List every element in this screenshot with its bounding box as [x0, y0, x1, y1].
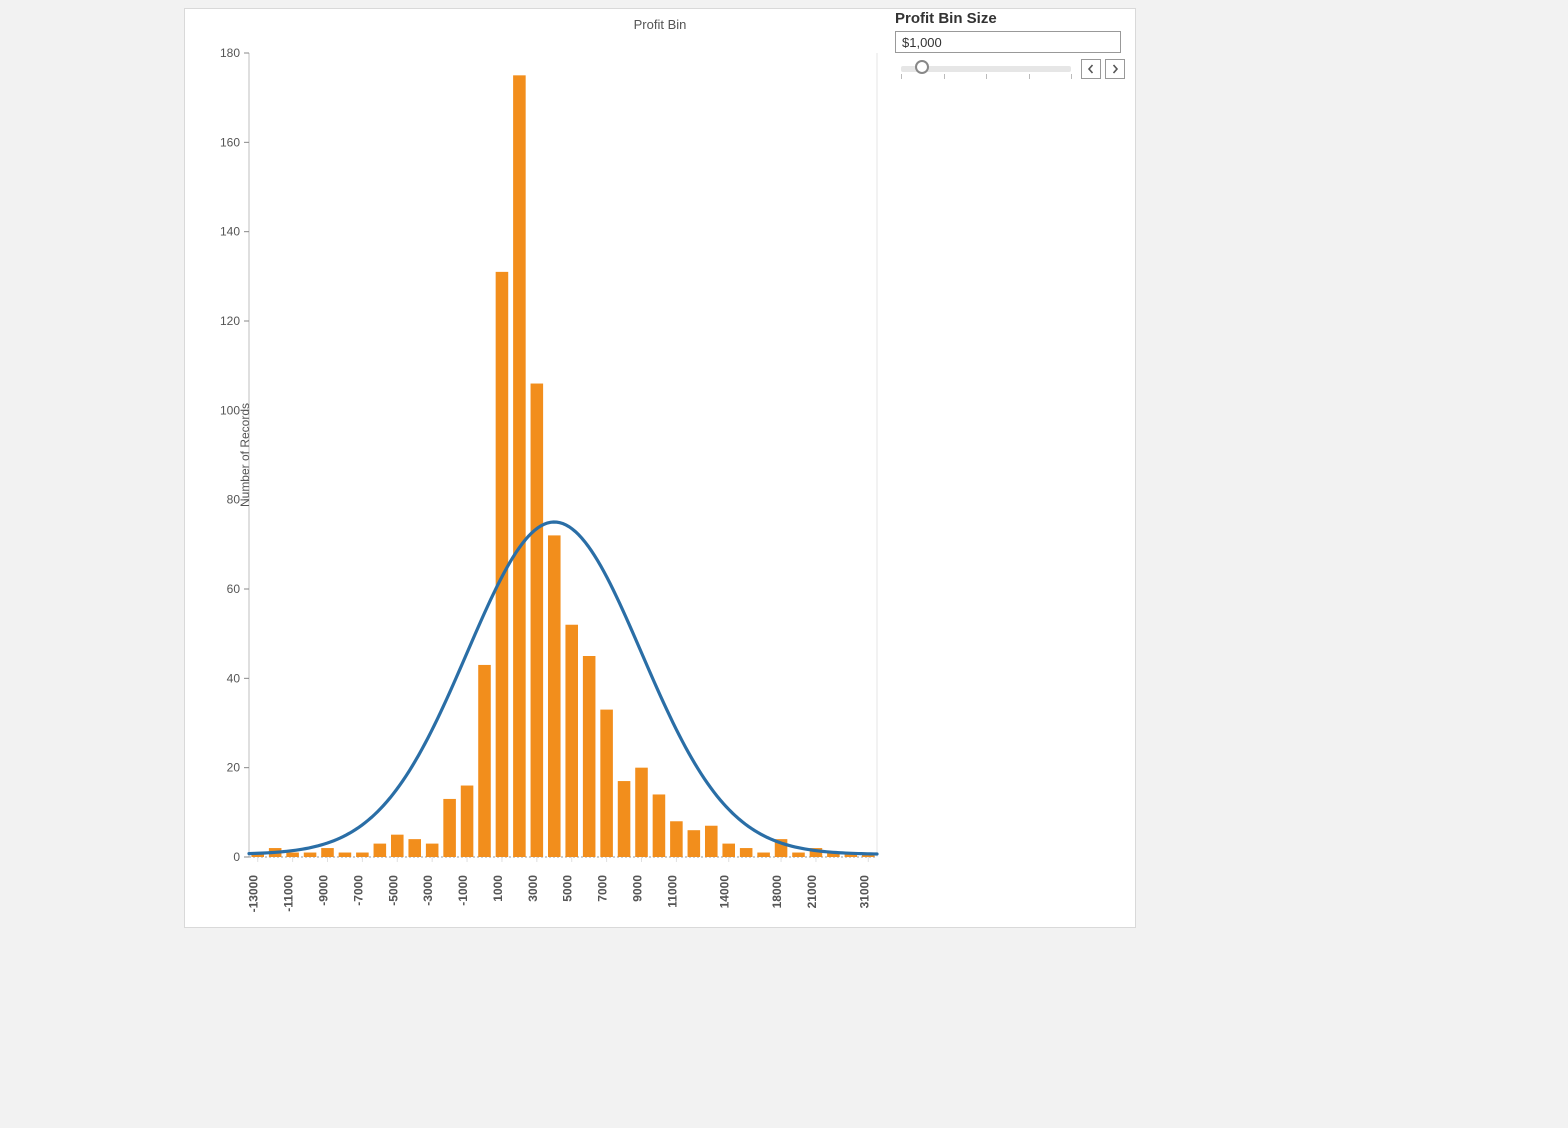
svg-text:20: 20: [227, 761, 241, 775]
svg-text:180: 180: [220, 46, 240, 60]
svg-text:120: 120: [220, 314, 240, 328]
svg-text:31000: 31000: [857, 875, 871, 909]
slider-next-button[interactable]: [1105, 59, 1125, 79]
svg-text:-11000: -11000: [282, 875, 296, 912]
svg-text:-7000: -7000: [351, 875, 365, 906]
svg-text:14000: 14000: [718, 875, 732, 909]
chevron-left-icon: [1086, 64, 1096, 74]
bin-size-slider[interactable]: [895, 60, 1077, 78]
slider-prev-button[interactable]: [1081, 59, 1101, 79]
controls-column: Profit Bin Size: [895, 10, 1125, 79]
histogram-svg: 020406080100120140160180-13000-11000-900…: [245, 49, 881, 861]
svg-text:3000: 3000: [526, 875, 540, 902]
svg-text:40: 40: [227, 671, 241, 685]
bin-size-input[interactable]: [895, 31, 1121, 53]
svg-text:18000: 18000: [770, 875, 784, 909]
slider-row: [895, 59, 1125, 79]
svg-text:11000: 11000: [665, 875, 679, 908]
svg-text:160: 160: [220, 135, 240, 149]
svg-text:7000: 7000: [596, 875, 610, 902]
stage: Profit Bin Number of Records 02040608010…: [0, 0, 1568, 1128]
svg-text:0: 0: [233, 850, 240, 864]
svg-text:140: 140: [220, 225, 240, 239]
svg-text:-5000: -5000: [386, 875, 400, 906]
controls-title: Profit Bin Size: [895, 10, 1125, 27]
chevron-right-icon: [1110, 64, 1120, 74]
chart-panel: Profit Bin Number of Records 02040608010…: [184, 8, 1136, 928]
svg-text:-13000: -13000: [247, 875, 261, 913]
svg-text:5000: 5000: [561, 875, 575, 902]
svg-text:-3000: -3000: [421, 875, 435, 906]
svg-text:1000: 1000: [491, 875, 505, 902]
plot-area: Number of Records 0204060801001201401601…: [245, 49, 881, 861]
svg-text:-1000: -1000: [456, 875, 470, 906]
svg-text:60: 60: [227, 582, 241, 596]
y-axis-label: Number of Records: [238, 403, 252, 507]
svg-text:-9000: -9000: [317, 875, 331, 906]
svg-text:9000: 9000: [631, 875, 645, 902]
svg-text:21000: 21000: [805, 875, 819, 909]
